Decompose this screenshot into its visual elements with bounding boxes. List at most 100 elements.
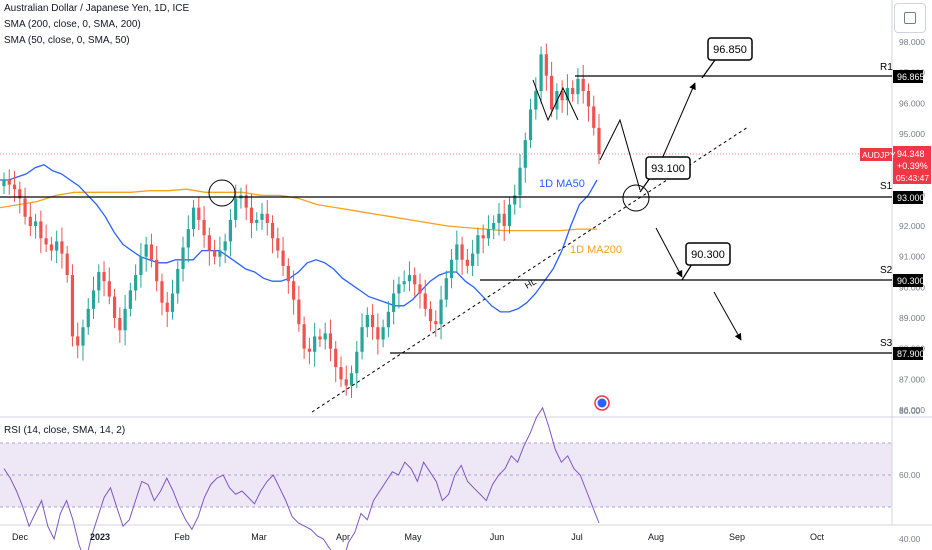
candle-body: [534, 91, 538, 110]
candle-body: [155, 259, 159, 282]
candle-body: [176, 268, 180, 294]
candle-body: [339, 367, 343, 380]
time-axis[interactable]: Dec 2023 Feb Mar Apr May Jun Jul Aug Sep Oct: [12, 532, 825, 542]
chart-settings-icon[interactable]: [894, 3, 926, 33]
chart-title[interactable]: Australian Dollar / Japanese Yen, 1D, IC…: [4, 3, 190, 14]
callout-96850: 96.850: [707, 37, 753, 61]
candle-body: [360, 327, 364, 352]
candle-body: [39, 221, 43, 239]
candle-body: [76, 336, 80, 346]
candle-body: [449, 259, 454, 279]
candle-body: [286, 265, 290, 282]
candle-body: [544, 54, 548, 76]
candle-body: [102, 272, 106, 282]
candle-body: [33, 221, 38, 227]
candle-body: [70, 275, 75, 337]
price-tick-label: 96.000: [899, 98, 925, 108]
candle-body: [165, 302, 169, 312]
candle-body: [434, 321, 438, 325]
candle-body: [513, 195, 517, 205]
candle-body: [181, 247, 185, 269]
s3-price-tag-text: 87.900: [897, 349, 925, 359]
time-tick-label: Mar: [251, 532, 267, 542]
ma50-series: [0, 163, 598, 313]
ma200-line: [0, 188, 597, 232]
candle-body: [307, 348, 311, 352]
candle-body: [149, 244, 154, 260]
rsi-legend[interactable]: RSI (14, close, SMA, 14, 2): [4, 425, 126, 436]
callout-pointer-93100: [639, 177, 651, 193]
s1-level-label: S1: [880, 181, 893, 192]
candle-body: [134, 275, 138, 291]
time-tick-label: Apr: [336, 532, 350, 542]
candle-body: [297, 299, 301, 325]
candle-body: [255, 219, 259, 223]
candle-body: [65, 253, 69, 276]
candle-body: [344, 379, 348, 386]
candle-body: [481, 235, 485, 239]
candle-body: [302, 324, 306, 349]
candle-body: [592, 106, 596, 128]
candle-body: [2, 180, 6, 187]
sma200-legend[interactable]: SMA (200, close, 0, SMA, 200): [4, 19, 141, 30]
arrow-down-1: [655, 227, 683, 278]
time-tick-label: 2023: [90, 532, 110, 542]
s1-price-tag-text: 93.000: [897, 193, 925, 203]
candle-body: [486, 229, 491, 239]
s2-price-tag-text: 90.300: [897, 276, 925, 286]
candle-body: [228, 219, 233, 242]
candle-body: [107, 281, 111, 297]
candle-body: [223, 241, 227, 251]
candle-body: [81, 327, 85, 346]
candle-body: [560, 91, 564, 101]
callout-90300: 90.300: [685, 242, 731, 266]
event-marker-icon[interactable]: [594, 395, 610, 411]
candle-body: [576, 78, 580, 95]
candle-body: [397, 284, 401, 294]
candles-group: [2, 43, 601, 399]
candle-body: [128, 290, 132, 309]
candle-body: [423, 293, 427, 309]
time-tick-label: Aug: [648, 532, 664, 542]
candle-body: [571, 88, 575, 95]
s2-level-label: S2: [880, 265, 893, 276]
candle-body: [334, 348, 338, 368]
candle-body: [318, 336, 322, 340]
candle-body: [465, 259, 469, 266]
rsi-line: [3, 406, 600, 550]
candle-body: [234, 198, 238, 220]
candle-body: [455, 244, 459, 260]
rsi-series: [3, 406, 600, 550]
candle-body: [586, 91, 591, 107]
rsi-tick-label: 60.00: [899, 470, 921, 480]
candle-body: [402, 281, 406, 285]
hl-label: HL: [523, 276, 538, 290]
candle-body: [123, 308, 127, 331]
r1-price-tag-text: 96.865: [897, 72, 925, 82]
callout-96850-text: 96.850: [713, 44, 747, 56]
symbol-tag: AUDJPY: [860, 148, 896, 161]
callout-93100: 93.100: [645, 156, 691, 180]
ma200-series: [0, 188, 597, 232]
candle-body: [207, 235, 211, 251]
candle-body: [202, 219, 206, 236]
rsi-axis[interactable]: 80.00 60.00 40.00: [899, 406, 921, 544]
candle-body: [191, 207, 196, 230]
candle-body: [444, 278, 448, 300]
last-price-badge: 94.348 +0.39% 05:43:47: [893, 146, 931, 184]
s2-price-tag: 90.300: [893, 274, 925, 287]
candle-body: [139, 256, 143, 276]
candle-body: [518, 167, 522, 196]
price-tick-label: 86.000: [899, 405, 925, 415]
time-tick-label: Feb: [174, 532, 190, 542]
candle-body: [186, 229, 190, 248]
candle-body: [428, 308, 433, 322]
highlight-circle-feb: [208, 179, 236, 207]
candle-body: [197, 207, 201, 220]
candle-body: [528, 109, 533, 141]
candle-body: [365, 314, 369, 328]
candle-body: [55, 241, 59, 251]
s3-level-label: S3: [880, 338, 893, 349]
sma50-legend[interactable]: SMA (50, close, 0, SMA, 50): [4, 35, 130, 46]
